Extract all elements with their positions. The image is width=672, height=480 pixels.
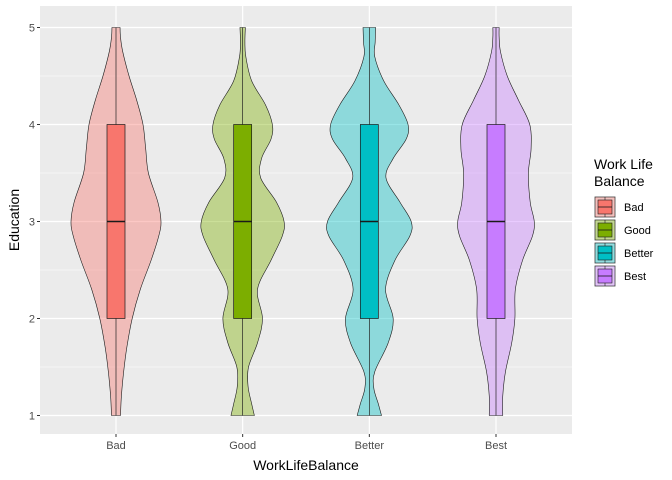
x-tick-label: Better [355,440,385,452]
legend-label-better: Better [624,248,654,260]
y-axis: 1 2 3 4 5 [29,23,40,423]
y-tick-label: 2 [29,314,35,326]
plot-panel [40,6,572,434]
legend-label-good: Good [624,225,651,237]
x-tick-label: Best [485,440,507,452]
legend-label-bad: Bad [624,202,644,214]
legend-title-line-1: Work Life [594,156,653,172]
legend-label-best: Best [624,271,646,283]
y-tick-label: 1 [29,411,35,423]
y-tick-label: 5 [29,23,35,35]
boxplots [106,27,506,416]
y-tick-label: 3 [29,217,35,229]
x-axis: Bad Good Better Best [106,434,507,452]
legend: Work Life Balance Bad Good Better Best [594,156,654,287]
x-tick-label: Good [229,440,256,452]
x-tick-label: Bad [106,440,126,452]
y-axis-title: Education [6,189,22,251]
grid-minor [40,75,572,368]
x-axis-title: WorkLifeBalance [253,457,359,473]
y-tick-label: 4 [29,120,35,132]
legend-title-line-2: Balance [594,173,645,189]
